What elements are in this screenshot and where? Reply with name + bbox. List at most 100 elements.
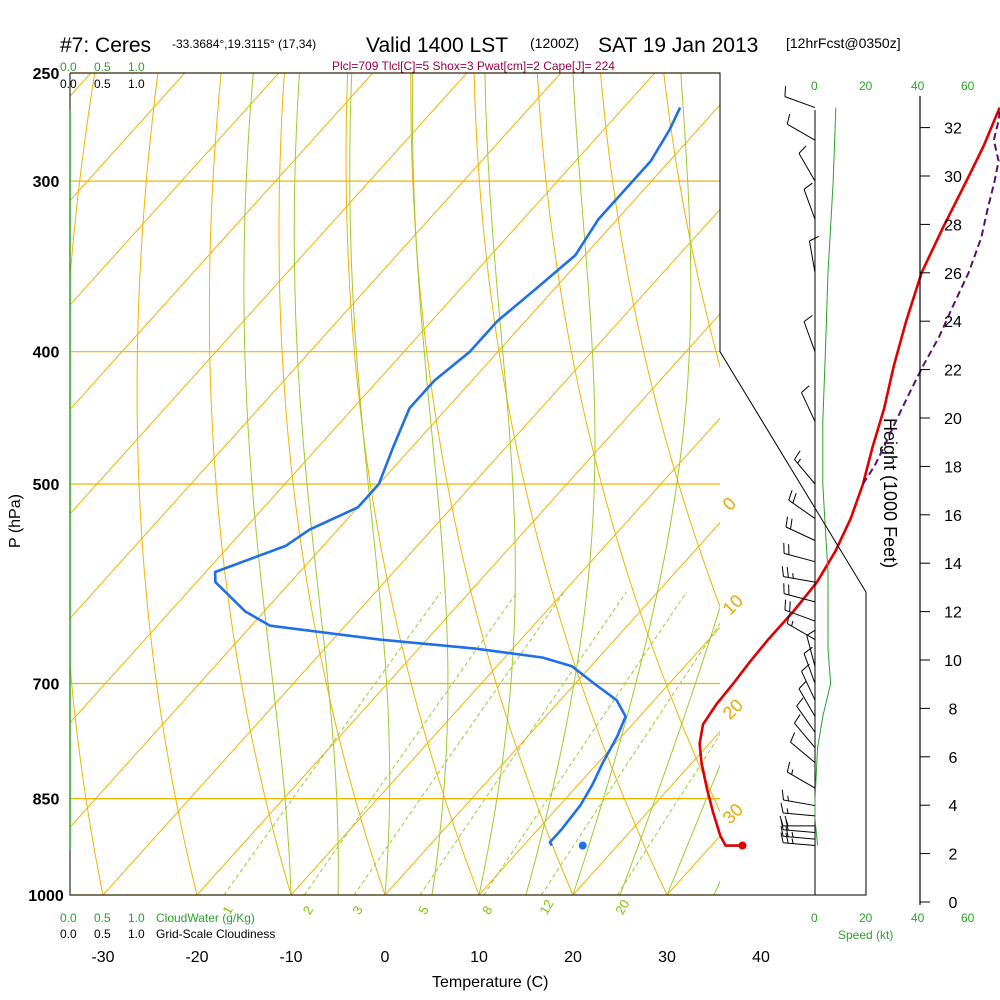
station-coords: -33.3684°,19.3115° (17,34) xyxy=(172,37,316,51)
wind-barb-half-flag xyxy=(791,620,794,627)
mixing-ratio-label: 2 xyxy=(300,903,317,917)
dry-adiabat-line xyxy=(473,73,668,895)
speed-tick-bottom-0: 0 xyxy=(811,911,818,925)
temperature-tick-label: 30 xyxy=(658,949,676,966)
pressure-tick-label: 1000 xyxy=(28,888,64,905)
wind-barb xyxy=(801,385,816,422)
wind-barb-shaft xyxy=(783,799,816,807)
wind-barb xyxy=(781,566,816,583)
surface-temperature-marker xyxy=(738,841,747,850)
temperature-tick-label: -20 xyxy=(185,949,208,966)
wind-barb-flag xyxy=(803,646,813,654)
wind-barb-shaft xyxy=(794,722,816,748)
wind-barb-flag xyxy=(798,680,807,690)
wind-barb-shaft xyxy=(785,526,816,541)
isotherm-line xyxy=(384,522,720,895)
wind-barb xyxy=(798,680,816,717)
height-tick-label: 24 xyxy=(944,314,962,331)
wind-barb-shaft xyxy=(783,812,816,817)
isotherm-label: 0 xyxy=(719,493,740,514)
wind-barb-shaft xyxy=(801,671,816,701)
isotherm-line xyxy=(70,73,374,411)
dry-adiabat-line xyxy=(536,73,720,813)
wind-barb xyxy=(803,182,816,220)
isotherm-label: 20 xyxy=(719,695,747,723)
height-tick-label: 4 xyxy=(949,798,958,815)
mixing-ratio-line xyxy=(303,591,518,895)
isotherm-line xyxy=(478,626,720,895)
wind-barb xyxy=(803,314,816,352)
moist-adiabat-line xyxy=(293,73,339,895)
wind-barb-flag xyxy=(780,825,784,837)
cloudwater-scale-top-2: 1.0 xyxy=(128,60,145,74)
stability-indices: Plcl=709 Tlcl[C]=5 Shox=3 Pwat[cm]=2 Cap… xyxy=(332,59,615,73)
wind-barb-flag xyxy=(790,732,796,743)
y-axis-label: P (hPa) xyxy=(7,494,24,548)
cloudwater-scale-bottom-0: 0.0 xyxy=(60,911,77,925)
speed-tick-bottom-20: 20 xyxy=(859,911,873,925)
wind-barb-shaft xyxy=(783,552,816,563)
wind-barb xyxy=(780,825,816,840)
forecast-info: [12hrFcst@0350z] xyxy=(786,35,901,51)
wind-barb-half-flag xyxy=(786,808,789,814)
cloudwater-scale-bottom-1: 0.5 xyxy=(94,911,111,925)
cloudiness-scale-top-2: 1.0 xyxy=(128,77,145,91)
temperature-profile-line xyxy=(698,107,1000,847)
mixing-ratio-label: 8 xyxy=(479,903,496,917)
isotherm-line xyxy=(949,73,1000,895)
wind-barb-shaft xyxy=(783,842,816,847)
dry-adiabat-line xyxy=(208,73,292,895)
speed-tick-bottom-60: 60 xyxy=(961,911,975,925)
wind-speed-line xyxy=(814,107,837,846)
wind-barb-shaft xyxy=(803,189,816,220)
pressure-tick-label: 700 xyxy=(33,677,60,694)
wind-barb-flag xyxy=(785,516,789,528)
wind-barb-shaft xyxy=(806,635,816,667)
wind-barb-shaft xyxy=(796,705,816,733)
speed-tick-bottom-40: 40 xyxy=(911,911,925,925)
wind-barb-flag xyxy=(794,714,801,724)
dewpoint-profile-line xyxy=(213,107,682,847)
pressure-tick-label: 400 xyxy=(33,345,60,362)
wind-barb-shaft xyxy=(783,829,816,834)
moist-adiabat-line xyxy=(478,73,516,895)
isotherm-label: 10 xyxy=(719,591,747,619)
wind-barb xyxy=(780,802,816,817)
temperature-tick-label: -30 xyxy=(91,949,114,966)
wind-barb-flag xyxy=(806,629,816,636)
wind-barb-flag xyxy=(794,450,801,460)
speed-tick-top-0: 0 xyxy=(811,79,818,93)
zulu-time: (1200Z) xyxy=(530,35,579,51)
wind-barb xyxy=(780,832,816,847)
cloudwater-scale-top-0: 0.0 xyxy=(60,60,77,74)
moist-adiabat-line xyxy=(619,605,720,895)
x-axis-label: Temperature (C) xyxy=(432,974,548,991)
cloudiness-scale-top-1: 0.5 xyxy=(94,77,111,91)
wind-barb xyxy=(803,646,816,684)
temperature-tick-label: 40 xyxy=(752,949,770,966)
pressure-tick-label: 850 xyxy=(33,792,60,809)
moist-adiabat-line xyxy=(525,73,596,895)
wind-barb-shaft xyxy=(794,459,816,485)
wind-barb-shaft xyxy=(803,321,816,352)
wind-barb-flag xyxy=(803,314,813,323)
wind-barb xyxy=(783,542,816,563)
wind-barb xyxy=(783,583,816,603)
mixing-ratio-label: 3 xyxy=(349,903,366,917)
cloudiness-scale-bottom-1: 0.5 xyxy=(94,927,111,941)
isotherm-line xyxy=(70,73,280,306)
temperature-tick-label: -10 xyxy=(279,949,302,966)
wind-barb-flag xyxy=(780,802,784,814)
moist-adiabat-line xyxy=(666,764,720,895)
wind-barb-flag xyxy=(786,761,791,773)
wind-barb xyxy=(788,490,816,519)
dry-adiabat-line xyxy=(410,73,574,895)
wind-barb xyxy=(784,599,816,622)
wind-barb xyxy=(786,761,816,789)
wind-barb-flag xyxy=(801,385,810,393)
parcel-profile-line xyxy=(862,107,1000,485)
wind-barb xyxy=(794,714,816,748)
wind-barb-flag xyxy=(788,490,793,501)
wind-barb-half-flag xyxy=(797,458,801,464)
wind-barb-shaft xyxy=(783,835,816,840)
